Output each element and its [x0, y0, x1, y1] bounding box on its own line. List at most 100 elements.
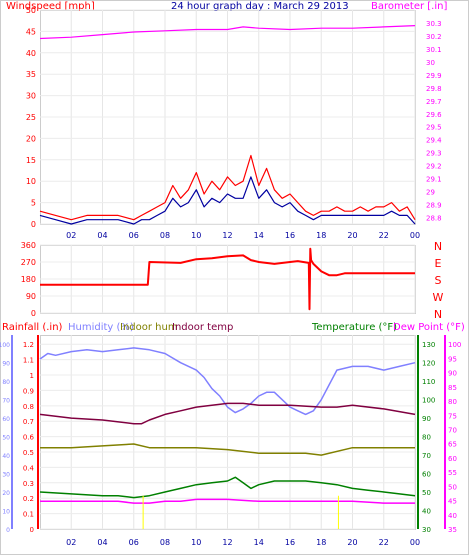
legend-dew-point: Dew Point (°F): [393, 322, 465, 333]
barometer-tick-label: 29.3: [426, 150, 442, 158]
x-tick-label-climate: 18: [316, 538, 326, 547]
windspeed-tick-label: 25: [26, 113, 36, 122]
dew-point-tick-label: 75: [448, 412, 457, 420]
series-indoor-hum: [40, 443, 415, 456]
barometer-tick-label: 30.1: [426, 46, 442, 54]
windspeed-tick-label: 5: [31, 199, 36, 208]
temperature-tick-label: 100: [422, 397, 435, 405]
rainfall-tick-label: 0.7: [23, 418, 34, 426]
rainfall-tick-label: 0.9: [23, 387, 34, 395]
legend-humidity: Humidity (%): [68, 322, 134, 333]
series-lines: [39, 25, 416, 529]
legend-indoor-hum: Indoor hum: [120, 322, 178, 333]
legend-rainfall: Rainfall (.in): [2, 322, 63, 333]
barometer-tick-label: 29.6: [426, 111, 442, 119]
series-wind-direction: [40, 247, 415, 311]
barometer-axis-title: Barometer [.in]: [371, 1, 447, 12]
temperature-tick-label: 130: [422, 341, 435, 349]
x-tick-label-wind: 04: [97, 231, 107, 240]
humidity-tick-label: 40: [2, 453, 10, 460]
dew-point-tick-label: 80: [448, 398, 457, 406]
windspeed-tick-label: 15: [26, 156, 36, 165]
x-tick-label-climate: 10: [191, 538, 201, 547]
dew-point-tick-label: 70: [448, 427, 457, 435]
legend-temperature: Temperature (°F): [311, 322, 397, 333]
windspeed-tick-label: 30: [26, 92, 36, 101]
x-tick-label-climate: 12: [222, 538, 232, 547]
compass-label: E: [435, 257, 442, 270]
humidity-tick-label: 30: [2, 472, 10, 479]
temperature-tick-label: 50: [422, 489, 431, 497]
dew-point-tick-label: 45: [448, 498, 457, 506]
dew-point-tick-label: 40: [448, 512, 457, 520]
compass-label: N: [434, 240, 442, 253]
x-tick-label-wind: 20: [347, 231, 357, 240]
barometer-tick-label: 28.9: [426, 202, 442, 210]
barometer-tick-label: 29.9: [426, 72, 442, 80]
humidity-tick-label: 70: [2, 398, 10, 405]
x-tick-label-climate: 06: [129, 538, 139, 547]
barometer-tick-label: 29.8: [426, 85, 442, 93]
x-tick-label-climate: 22: [379, 538, 389, 547]
rainfall-tick-label: 0.3: [23, 480, 34, 488]
x-tick-label-wind: 14: [254, 231, 264, 240]
direction-tick-label: 180: [21, 275, 36, 284]
x-tick-label-climate: 14: [254, 538, 264, 547]
dew-point-tick-label: 60: [448, 455, 457, 463]
axis-labels: 0202040406060808101012121414161618182020…: [0, 6, 461, 547]
rainfall-tick-label: 0: [30, 526, 34, 534]
barometer-tick-label: 29.2: [426, 163, 442, 171]
windspeed-axis-title: Windspeed [mph]: [6, 1, 95, 12]
series-dew-point: [40, 498, 415, 504]
x-tick-label-climate: 02: [66, 538, 76, 547]
x-tick-label-wind: 06: [129, 231, 139, 240]
dew-point-tick-label: 85: [448, 384, 457, 392]
humidity-tick-label: 10: [2, 509, 10, 516]
temperature-tick-label: 40: [422, 508, 431, 516]
rainfall-tick-label: 1.2: [23, 341, 34, 349]
rainfall-tick-label: 0.4: [23, 464, 35, 472]
x-tick-label-wind: 00: [410, 231, 420, 240]
barometer-tick-label: 28.8: [426, 215, 442, 223]
humidity-tick-label: 50: [2, 435, 10, 442]
x-tick-label-wind: 10: [191, 231, 201, 240]
dew-point-tick-label: 100: [448, 341, 461, 349]
series-barometer: [39, 25, 416, 40]
windspeed-tick-label: 10: [26, 177, 36, 186]
temperature-tick-label: 90: [422, 415, 431, 423]
barometer-tick-label: 30.3: [426, 20, 442, 28]
direction-tick-label: 360: [21, 241, 36, 250]
humidity-tick-label: 0: [6, 527, 10, 534]
barometer-tick-label: 30: [426, 59, 435, 67]
humidity-tick-label: 60: [2, 416, 10, 423]
x-tick-label-wind: 02: [66, 231, 76, 240]
humidity-tick-label: 20: [2, 490, 10, 497]
barometer-tick-label: 29.4: [426, 137, 442, 145]
dew-point-tick-label: 35: [448, 526, 457, 534]
windspeed-tick-label: 35: [26, 70, 36, 79]
temperature-tick-label: 70: [422, 452, 431, 460]
series-temperature: [39, 476, 416, 499]
direction-tick-label: 270: [21, 258, 36, 267]
windspeed-tick-label: 0: [31, 220, 36, 229]
dew-point-tick-label: 55: [448, 469, 457, 477]
x-tick-label-wind: 12: [222, 231, 232, 240]
x-tick-label-climate: 00: [410, 538, 420, 547]
rainfall-tick-label: 1.1: [23, 357, 34, 365]
compass-label: S: [435, 274, 442, 287]
x-tick-label-climate: 04: [97, 538, 107, 547]
grid-lines: [40, 9, 416, 530]
rainfall-tick-label: 0.2: [23, 495, 34, 503]
direction-tick-label: 90: [26, 292, 36, 301]
x-tick-label-wind: 22: [379, 231, 389, 240]
windspeed-tick-label: 20: [26, 134, 36, 143]
windspeed-tick-label: 45: [26, 27, 36, 36]
rainfall-tick-label: 1: [30, 372, 34, 380]
temperature-tick-label: 110: [422, 378, 435, 386]
barometer-tick-label: 29.1: [426, 176, 442, 184]
humidity-tick-label: 80: [2, 379, 10, 386]
series-indoor-temp: [39, 402, 416, 425]
x-tick-label-wind: 08: [160, 231, 170, 240]
direction-tick-label: 0: [31, 309, 36, 318]
